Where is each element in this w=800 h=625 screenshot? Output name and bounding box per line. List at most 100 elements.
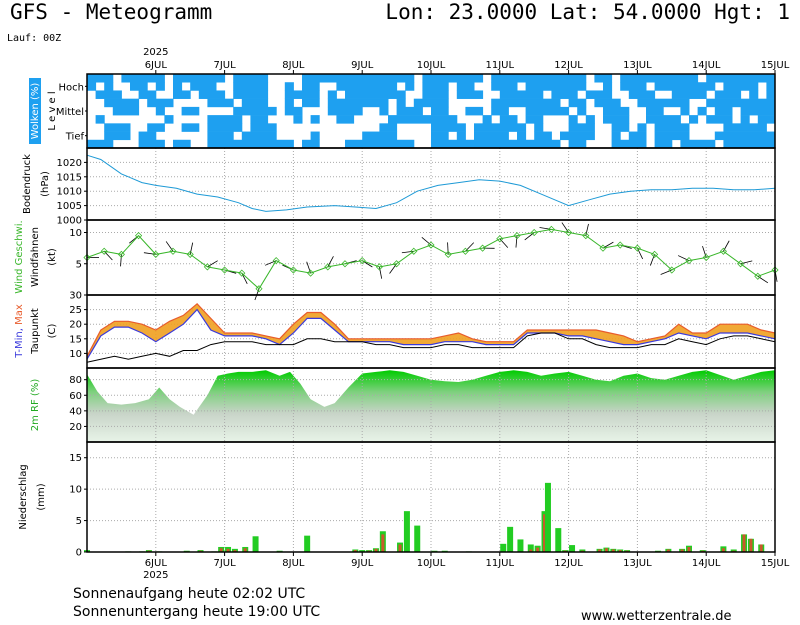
- precip-unit-label-group: (mm): [36, 483, 47, 510]
- wind-marker: [117, 250, 125, 258]
- cloud-cell: [327, 90, 337, 99]
- cloud-cell: [654, 139, 673, 149]
- cloud-cell: [173, 82, 183, 91]
- precip-convective-bar: [604, 548, 608, 552]
- y-tick-label: 20: [69, 320, 82, 331]
- y-tick-label: 5: [76, 259, 82, 270]
- wind-barb-axis-label: Windfahnen: [30, 227, 41, 287]
- cloud-cell: [310, 115, 320, 124]
- pressure-unit-label-group: (hPa): [40, 171, 51, 197]
- y-tick-label: 80: [69, 375, 82, 386]
- cloud-cell: [396, 98, 406, 108]
- cloud-cell: [207, 115, 243, 124]
- wind-barb: [447, 242, 449, 255]
- day-label-bottom: 14JUL: [692, 558, 721, 569]
- dewpoint-axis-label-group: Taupunkt: [30, 308, 41, 355]
- cloud-axis-label-background: [29, 78, 41, 144]
- day-label-bottom: 10JUL: [417, 558, 446, 569]
- precip-convective-bar: [536, 547, 540, 552]
- y-tick-label: 20: [69, 422, 82, 433]
- y-tick-label: 15: [69, 334, 82, 345]
- tmax-line: [86, 302, 776, 357]
- cloud-cell: [138, 90, 157, 99]
- day-label-top: 8JUL: [282, 60, 305, 71]
- model-run-label: Lauf: 00Z: [7, 33, 62, 44]
- wind-marker: [719, 247, 727, 255]
- precip-convective-bar: [759, 544, 763, 552]
- wind-unit-label: (kt): [47, 248, 58, 266]
- dewpoint-line: [86, 332, 776, 363]
- cloud-cell: [594, 98, 621, 108]
- cloud-cell: [568, 98, 587, 108]
- precip-unit-label: (mm): [36, 483, 47, 510]
- cloud-cell: [388, 115, 458, 124]
- tmin-line: [86, 308, 776, 360]
- precip-total-bar: [527, 544, 534, 552]
- cloud-cell: [456, 131, 466, 141]
- cloud-cell: [499, 115, 518, 124]
- cloud-cell: [568, 123, 595, 132]
- pressure-axis-label-group: Bodendruck: [22, 154, 33, 214]
- cloud-cell: [577, 106, 587, 116]
- y-tick-label: 40: [69, 406, 82, 417]
- cloud-cell: [164, 115, 174, 124]
- precip-total-bar: [569, 545, 576, 552]
- cloud-cell: [474, 131, 509, 141]
- cloud-cell: [628, 131, 647, 141]
- cloud-cell: [173, 90, 191, 99]
- cloud-cell: [336, 115, 355, 124]
- cloud-cell: [155, 82, 165, 91]
- wind-marker: [341, 260, 349, 268]
- wind-unit-label-group: (kt): [47, 248, 58, 266]
- cloud-cell: [431, 131, 449, 141]
- website-credit[interactable]: www.wetterzentrale.de: [581, 609, 732, 624]
- cloud-cell: [654, 131, 690, 141]
- cloud-cell: [112, 106, 140, 116]
- wind-marker: [100, 247, 108, 255]
- cloud-cell: [646, 115, 681, 124]
- cloud-cell: [714, 106, 733, 116]
- day-label-bottom: 12JUL: [554, 558, 583, 569]
- wind-barb: [702, 245, 707, 258]
- cloud-cell: [689, 115, 699, 124]
- precip-convective-bar: [381, 534, 385, 552]
- cloud-cell: [207, 98, 234, 108]
- cloud-cell: [284, 82, 294, 91]
- cloud-cell: [104, 98, 140, 108]
- wind-marker: [737, 260, 745, 268]
- precip-convective-bar: [543, 514, 547, 552]
- precip-total-bar: [403, 511, 410, 552]
- cloud-cell: [302, 74, 415, 83]
- cloud-cell: [431, 106, 449, 116]
- cloud-cell: [379, 123, 398, 132]
- cloud-level-label: Mittel: [56, 107, 84, 118]
- precip-convective-bar: [529, 549, 533, 552]
- precip-convective-bar: [374, 548, 378, 552]
- wind-barb: [379, 266, 383, 279]
- cloud-cell: [620, 74, 699, 83]
- day-label-top: 11JUL: [486, 60, 515, 71]
- y-tick-label: 25: [69, 305, 82, 316]
- cloud-cell: [181, 123, 200, 132]
- precip-axis-label: Niederschlag: [18, 464, 29, 529]
- day-label-top: 7JUL: [213, 60, 236, 71]
- precip-total-bar: [517, 539, 524, 552]
- wind-marker: [289, 266, 297, 274]
- wind-marker: [255, 285, 263, 293]
- precip-convective-bar: [233, 550, 237, 552]
- wind-barb: [515, 235, 518, 248]
- cloud-cell: [723, 123, 767, 132]
- cloud-cell: [284, 106, 303, 116]
- wind-marker: [530, 228, 538, 237]
- cloud-cell: [87, 74, 114, 83]
- cloud-cell: [534, 123, 544, 132]
- cloud-cell: [104, 123, 131, 132]
- cloud-cell: [491, 74, 587, 83]
- y-tick-label: 30: [69, 291, 82, 302]
- precip-convective-bar: [353, 550, 357, 552]
- cloud-cell: [637, 98, 690, 108]
- cloud-cell: [362, 131, 398, 141]
- cloud-cell: [456, 90, 484, 99]
- day-label-bottom: 9JUL: [351, 558, 374, 569]
- cloud-level-label: Hoch: [59, 82, 84, 93]
